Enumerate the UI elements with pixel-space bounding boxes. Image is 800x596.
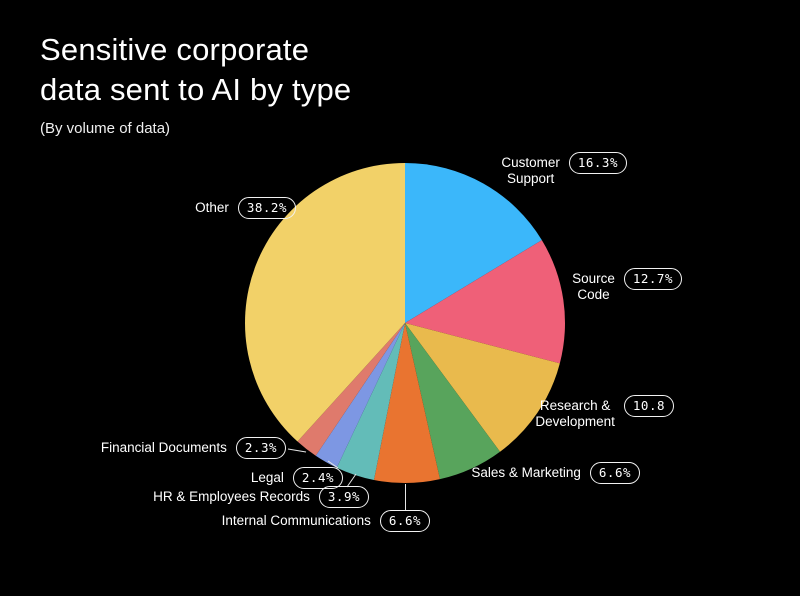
slice-name: Research & Development	[535, 398, 615, 429]
pie-slice-hr_employees_records	[336, 323, 405, 480]
value-badge: 2.3%	[235, 437, 286, 459]
slice-label-sales-marketing: Sales & Marketing 6.6%	[471, 462, 640, 484]
value-badge: 12.7%	[623, 268, 682, 290]
slice-name: Source Code	[572, 271, 615, 302]
slice-name: Other	[195, 200, 229, 215]
pie-slice-financial_documents	[297, 323, 405, 456]
value-badge: 38.2%	[237, 197, 296, 219]
slice-name: Legal	[250, 470, 284, 485]
slice-label-internal-communications: Internal Communications 6.6%	[222, 510, 430, 532]
slice-name: Financial Documents	[100, 440, 227, 455]
leader-line-hr-employees-records	[346, 473, 357, 488]
pie-slice-internal_communications	[373, 323, 440, 483]
pie-slice-legal	[315, 323, 405, 468]
value-badge: 3.9%	[318, 486, 369, 508]
leader-line-financial-documents	[287, 448, 307, 453]
page-subtitle: (By volume of data)	[40, 120, 171, 137]
pie-slice-source_code	[405, 240, 566, 364]
slice-label-source-code: Source Code 12.7%	[572, 268, 682, 303]
pie-slice-research_development	[405, 323, 560, 452]
slice-name: Sales & Marketing	[471, 465, 581, 480]
value-badge: 6.6%	[589, 462, 640, 484]
leader-lines	[287, 448, 406, 510]
value-badge: 2.4%	[292, 467, 343, 489]
slice-name: HR & Employees Records	[153, 489, 310, 504]
slice-name: Customer Support	[501, 155, 560, 186]
pie-slices-group	[245, 163, 566, 483]
slice-label-customer-support: Customer Support 16.3%	[501, 152, 627, 187]
slice-label-research-development: Research & Development 10.8	[535, 395, 674, 430]
pie-slice-customer_support	[405, 163, 542, 323]
slice-name: Internal Communications	[221, 513, 371, 528]
slice-label-hr-employees-records: HR & Employees Records 3.9%	[153, 486, 369, 508]
page-title: Sensitive corporate data sent to AI by t…	[40, 32, 352, 107]
value-badge: 10.8	[623, 395, 674, 417]
slice-label-financial-documents: Financial Documents 2.3%	[101, 437, 286, 459]
slice-label-other: Other 38.2%	[195, 197, 296, 219]
value-badge: 6.6%	[379, 510, 430, 532]
pie-slice-sales_marketing	[405, 323, 501, 480]
header: Sensitive corporate data sent to AI by t…	[40, 30, 351, 138]
slice-label-legal: Legal 2.4%	[251, 467, 343, 489]
leader-line-legal	[327, 460, 339, 469]
value-badge: 16.3%	[568, 152, 627, 174]
pie-slice-other	[245, 163, 405, 442]
